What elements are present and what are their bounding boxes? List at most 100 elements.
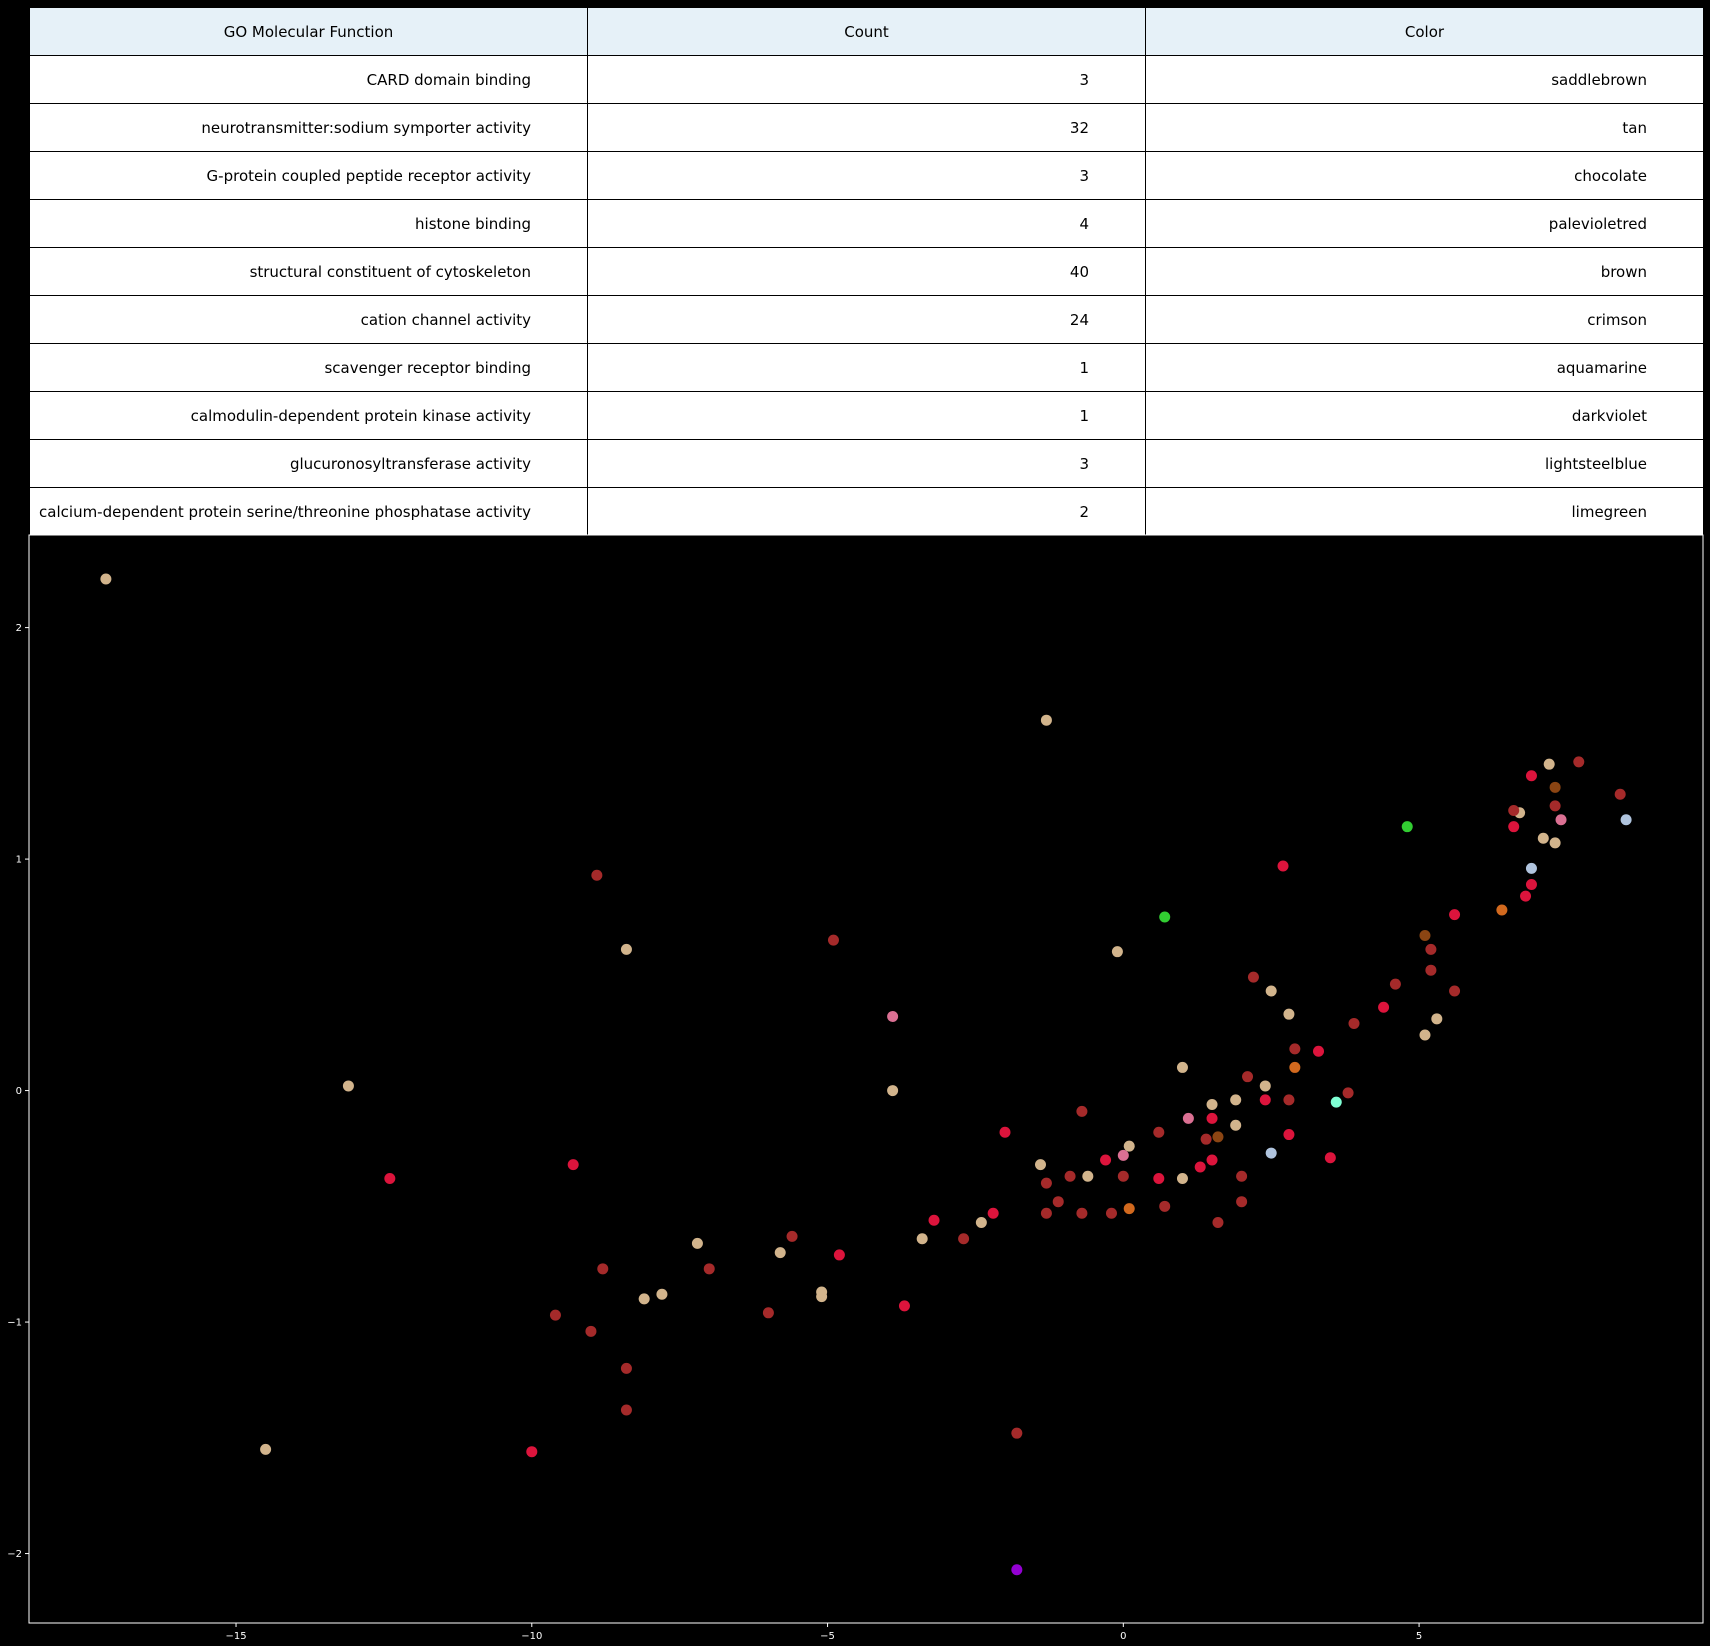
scatter-point (1117, 1170, 1129, 1182)
scatter-point (1212, 1131, 1224, 1143)
scatter-point (1283, 1129, 1295, 1141)
scatter-point (1283, 1094, 1295, 1106)
cell-function: calcium-dependent protein serine/threoni… (29, 487, 588, 536)
cell-count: 3 (587, 151, 1146, 200)
scatter-point (1011, 1427, 1023, 1439)
header-go-function: GO Molecular Function (29, 7, 588, 56)
x-tick-label: 0 (1120, 1631, 1126, 1642)
scatter-point (1105, 1207, 1117, 1219)
y-tick-label: −2 (7, 1549, 22, 1560)
scatter-point (1242, 1071, 1254, 1083)
scatter-point (384, 1173, 396, 1185)
cell-function: CARD domain binding (29, 55, 588, 104)
scatter-point (1247, 971, 1259, 983)
scatter-point (1289, 1061, 1301, 1073)
scatter-point (1076, 1207, 1088, 1219)
scatter-point (1194, 1161, 1206, 1173)
scatter-point (1348, 1017, 1360, 1029)
scatter-point (638, 1293, 650, 1305)
plot-area (28, 534, 1704, 1624)
scatter-point (1508, 821, 1520, 833)
scatter-point (1283, 1008, 1295, 1020)
y-tick-label: 2 (16, 623, 22, 634)
table-row: glucuronosyltransferase activity 3 light… (29, 439, 1704, 488)
scatter-point (898, 1300, 910, 1312)
scatter-point (1117, 1149, 1129, 1161)
scatter-point (975, 1217, 987, 1229)
cell-count: 4 (587, 199, 1146, 248)
cell-function: G-protein coupled peptide receptor activ… (29, 151, 588, 200)
scatter-point (1040, 1177, 1052, 1189)
scatter-point (1182, 1112, 1194, 1124)
cell-color: aquamarine (1145, 343, 1704, 392)
scatter-point (567, 1159, 579, 1171)
scatter-point (1449, 985, 1461, 997)
header-count: Count (587, 7, 1146, 56)
scatter-point (620, 1362, 632, 1374)
scatter-point (1419, 1029, 1431, 1041)
scatter-point (1206, 1112, 1218, 1124)
scatter-point (774, 1247, 786, 1259)
scatter-point (1378, 1001, 1390, 1013)
go-function-table: GO Molecular Function Count Color CARD d… (29, 7, 1704, 536)
x-tick-label: −10 (521, 1631, 542, 1642)
scatter-point (1330, 1096, 1342, 1108)
scatter-point (100, 573, 112, 585)
scatter-point (916, 1233, 928, 1245)
cell-function: calmodulin-dependent protein kinase acti… (29, 391, 588, 440)
scatter-point (1549, 781, 1561, 793)
scatter-point (827, 934, 839, 946)
cell-count: 40 (587, 247, 1146, 296)
scatter-point (1555, 814, 1567, 826)
table-row: calcium-dependent protein serine/threoni… (29, 487, 1704, 536)
scatter-point (549, 1309, 561, 1321)
scatter-point (1324, 1152, 1336, 1164)
scatter-point (656, 1288, 668, 1300)
cell-function: structural constituent of cytoskeleton (29, 247, 588, 296)
scatter-point (1620, 814, 1632, 826)
table-row: structural constituent of cytoskeleton 4… (29, 247, 1704, 296)
scatter-point (1449, 909, 1461, 921)
scatter-point (1525, 770, 1537, 782)
cell-color: saddlebrown (1145, 55, 1704, 104)
scatter-point (1206, 1098, 1218, 1110)
table-row: histone binding 4 palevioletred (29, 199, 1704, 248)
scatter-point (1313, 1045, 1325, 1057)
scatter-point (1123, 1140, 1135, 1152)
scatter-point (887, 1010, 899, 1022)
point-layer (100, 573, 1632, 1576)
scatter-point (526, 1446, 538, 1458)
scatter-point (1389, 978, 1401, 990)
scatter-point (1176, 1173, 1188, 1185)
scatter-point (703, 1263, 715, 1275)
scatter-point (1520, 890, 1532, 902)
table-row: cation channel activity 24 crimson (29, 295, 1704, 344)
scatter-point (1034, 1159, 1046, 1171)
scatter-point (1259, 1094, 1271, 1106)
scatter-point (786, 1230, 798, 1242)
scatter-point (1543, 758, 1555, 770)
scatter-point (1525, 879, 1537, 891)
scatter-point (1212, 1217, 1224, 1229)
cell-count: 24 (587, 295, 1146, 344)
scatter-point (591, 869, 603, 881)
scatter-point (1153, 1126, 1165, 1138)
scatter-point (1200, 1133, 1212, 1145)
scatter-point (1431, 1013, 1443, 1025)
scatter-point (1537, 832, 1549, 844)
scatter-point (1401, 821, 1413, 833)
scatter-point (342, 1080, 354, 1092)
scatter-point (1425, 943, 1437, 955)
scatter-point (1040, 1207, 1052, 1219)
scatter-point (1419, 929, 1431, 941)
scatter-point (1549, 837, 1561, 849)
cell-color: crimson (1145, 295, 1704, 344)
x-tick-label: −15 (225, 1631, 246, 1642)
cell-color: lightsteelblue (1145, 439, 1704, 488)
cell-function: histone binding (29, 199, 588, 248)
x-tick-label: −5 (820, 1631, 835, 1642)
table-row: calmodulin-dependent protein kinase acti… (29, 391, 1704, 440)
scatter-point (1159, 911, 1171, 923)
